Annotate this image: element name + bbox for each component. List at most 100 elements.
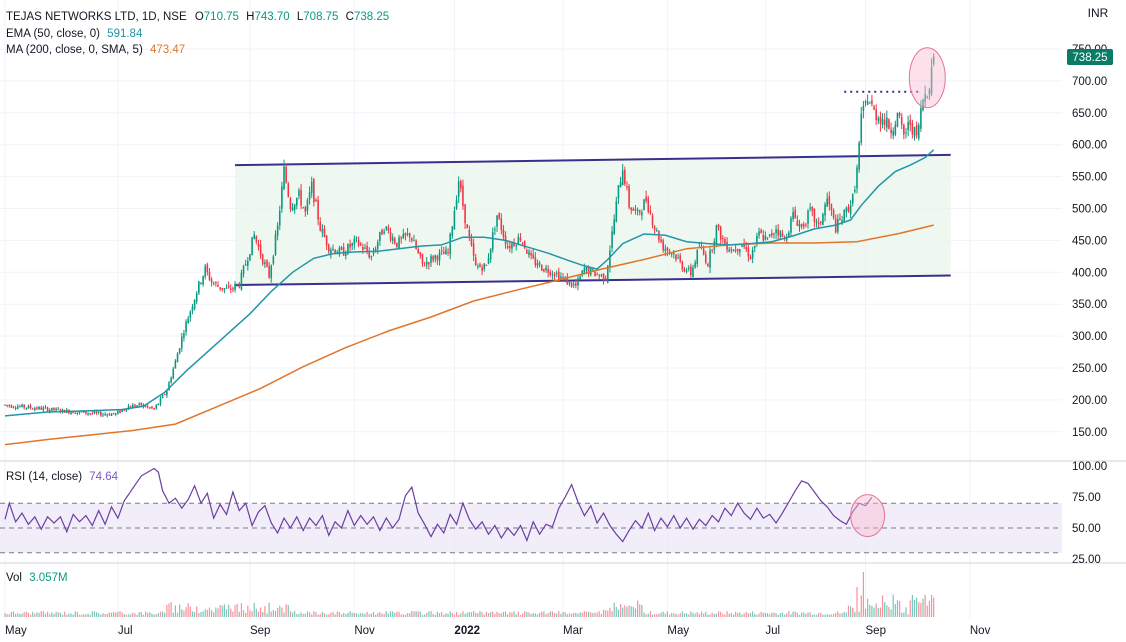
volume-bar <box>477 613 479 617</box>
volume-bar <box>296 614 298 617</box>
volume-bar <box>168 603 170 617</box>
candle-body <box>666 247 669 251</box>
candle-body <box>304 207 307 212</box>
volume-bar <box>464 613 466 617</box>
volume-bar <box>355 613 358 617</box>
volume-bar <box>928 600 931 617</box>
volume-bar <box>215 607 217 617</box>
candle-body <box>236 283 238 285</box>
volume-bar <box>926 605 928 617</box>
volume-bar <box>913 600 916 617</box>
candle-body <box>915 125 918 136</box>
volume-bar <box>521 613 524 617</box>
volume-bar <box>127 614 130 617</box>
candle-body <box>391 237 394 241</box>
candle-body <box>681 261 684 270</box>
time-axis[interactable]: May Jul Sep Nov 2022 Mar May Jul Sep Nov <box>5 625 991 637</box>
candle-body <box>46 407 49 412</box>
volume-bar <box>159 611 162 617</box>
volume-bar <box>651 614 654 617</box>
candle-body <box>845 207 848 212</box>
candle-body <box>432 256 434 261</box>
candle-body <box>264 262 266 265</box>
price-axis[interactable]: 750.00700.00650.00600.00550.00500.00450.… <box>1072 44 1107 439</box>
candle-body <box>298 190 300 197</box>
volume-bar <box>622 607 624 617</box>
candle-body <box>34 408 36 410</box>
price-tick-label: 450.00 <box>1072 235 1107 247</box>
volume-bar <box>153 614 155 617</box>
volume-bar <box>266 613 268 617</box>
volume-bar <box>402 614 404 617</box>
candle-body <box>300 189 302 206</box>
volume-bar <box>462 611 464 617</box>
volume-bar <box>6 614 8 617</box>
candle-body <box>585 267 588 271</box>
candle-body <box>587 266 590 275</box>
volume-bar <box>389 611 392 617</box>
volume-value: 3.057M <box>29 572 67 584</box>
volume-bar <box>123 614 125 617</box>
candle-body <box>862 105 865 111</box>
candle-body <box>634 208 637 211</box>
candle-body <box>839 218 841 220</box>
volume-bar <box>132 612 134 617</box>
candle-body <box>200 282 202 284</box>
candle-body <box>255 235 258 242</box>
volume-bar <box>700 611 703 617</box>
volume-bar <box>49 614 51 617</box>
candle-body <box>330 249 332 254</box>
volume-bar <box>532 613 534 617</box>
candle-body <box>479 264 481 268</box>
volume-bar <box>681 611 683 617</box>
candle-body <box>74 412 77 414</box>
currency-label: INR <box>1088 6 1109 20</box>
candle-body <box>93 411 96 414</box>
candle-body <box>187 318 189 324</box>
candle-body <box>753 246 756 249</box>
volume-bar <box>854 611 856 617</box>
candle-body <box>477 266 479 268</box>
candle-body <box>372 252 375 254</box>
candle-body <box>830 204 833 211</box>
candle-body <box>364 247 366 249</box>
volume-bar <box>383 613 385 617</box>
candle-body <box>713 241 716 250</box>
candle-body <box>572 283 575 285</box>
close-value: 738.25 <box>354 11 389 23</box>
volume-bar <box>283 612 285 617</box>
volume-bar <box>769 613 771 617</box>
volume-bar <box>66 614 68 617</box>
candle-body <box>268 265 270 278</box>
candle-body <box>91 413 94 415</box>
ma200-line <box>4 224 934 446</box>
high-label: H <box>246 11 254 23</box>
volume-bar <box>660 612 662 617</box>
candle-body <box>379 231 381 242</box>
candle-body <box>370 256 373 258</box>
volume-bar <box>839 613 841 617</box>
volume-bar <box>315 612 317 617</box>
candle-body <box>430 256 432 263</box>
candle-body <box>227 285 230 288</box>
volume-bar <box>760 611 762 617</box>
volume-bar <box>643 612 645 617</box>
candle-body <box>538 263 541 265</box>
candle-body <box>545 267 547 271</box>
candle-body <box>683 269 686 272</box>
volume-bar <box>102 613 104 617</box>
candle-body <box>638 210 641 213</box>
volume-bar <box>562 611 564 617</box>
candle-body <box>368 251 371 258</box>
volume-bar <box>8 614 10 617</box>
candle-body <box>338 247 341 255</box>
volume-bar <box>577 613 579 617</box>
candle-body <box>762 234 765 241</box>
ema-value: 591.84 <box>107 28 143 40</box>
candle-body <box>736 248 739 252</box>
volume-bar <box>434 614 436 617</box>
volume-bar <box>905 607 907 617</box>
volume-bar <box>404 614 407 617</box>
volume-bar <box>886 605 888 617</box>
